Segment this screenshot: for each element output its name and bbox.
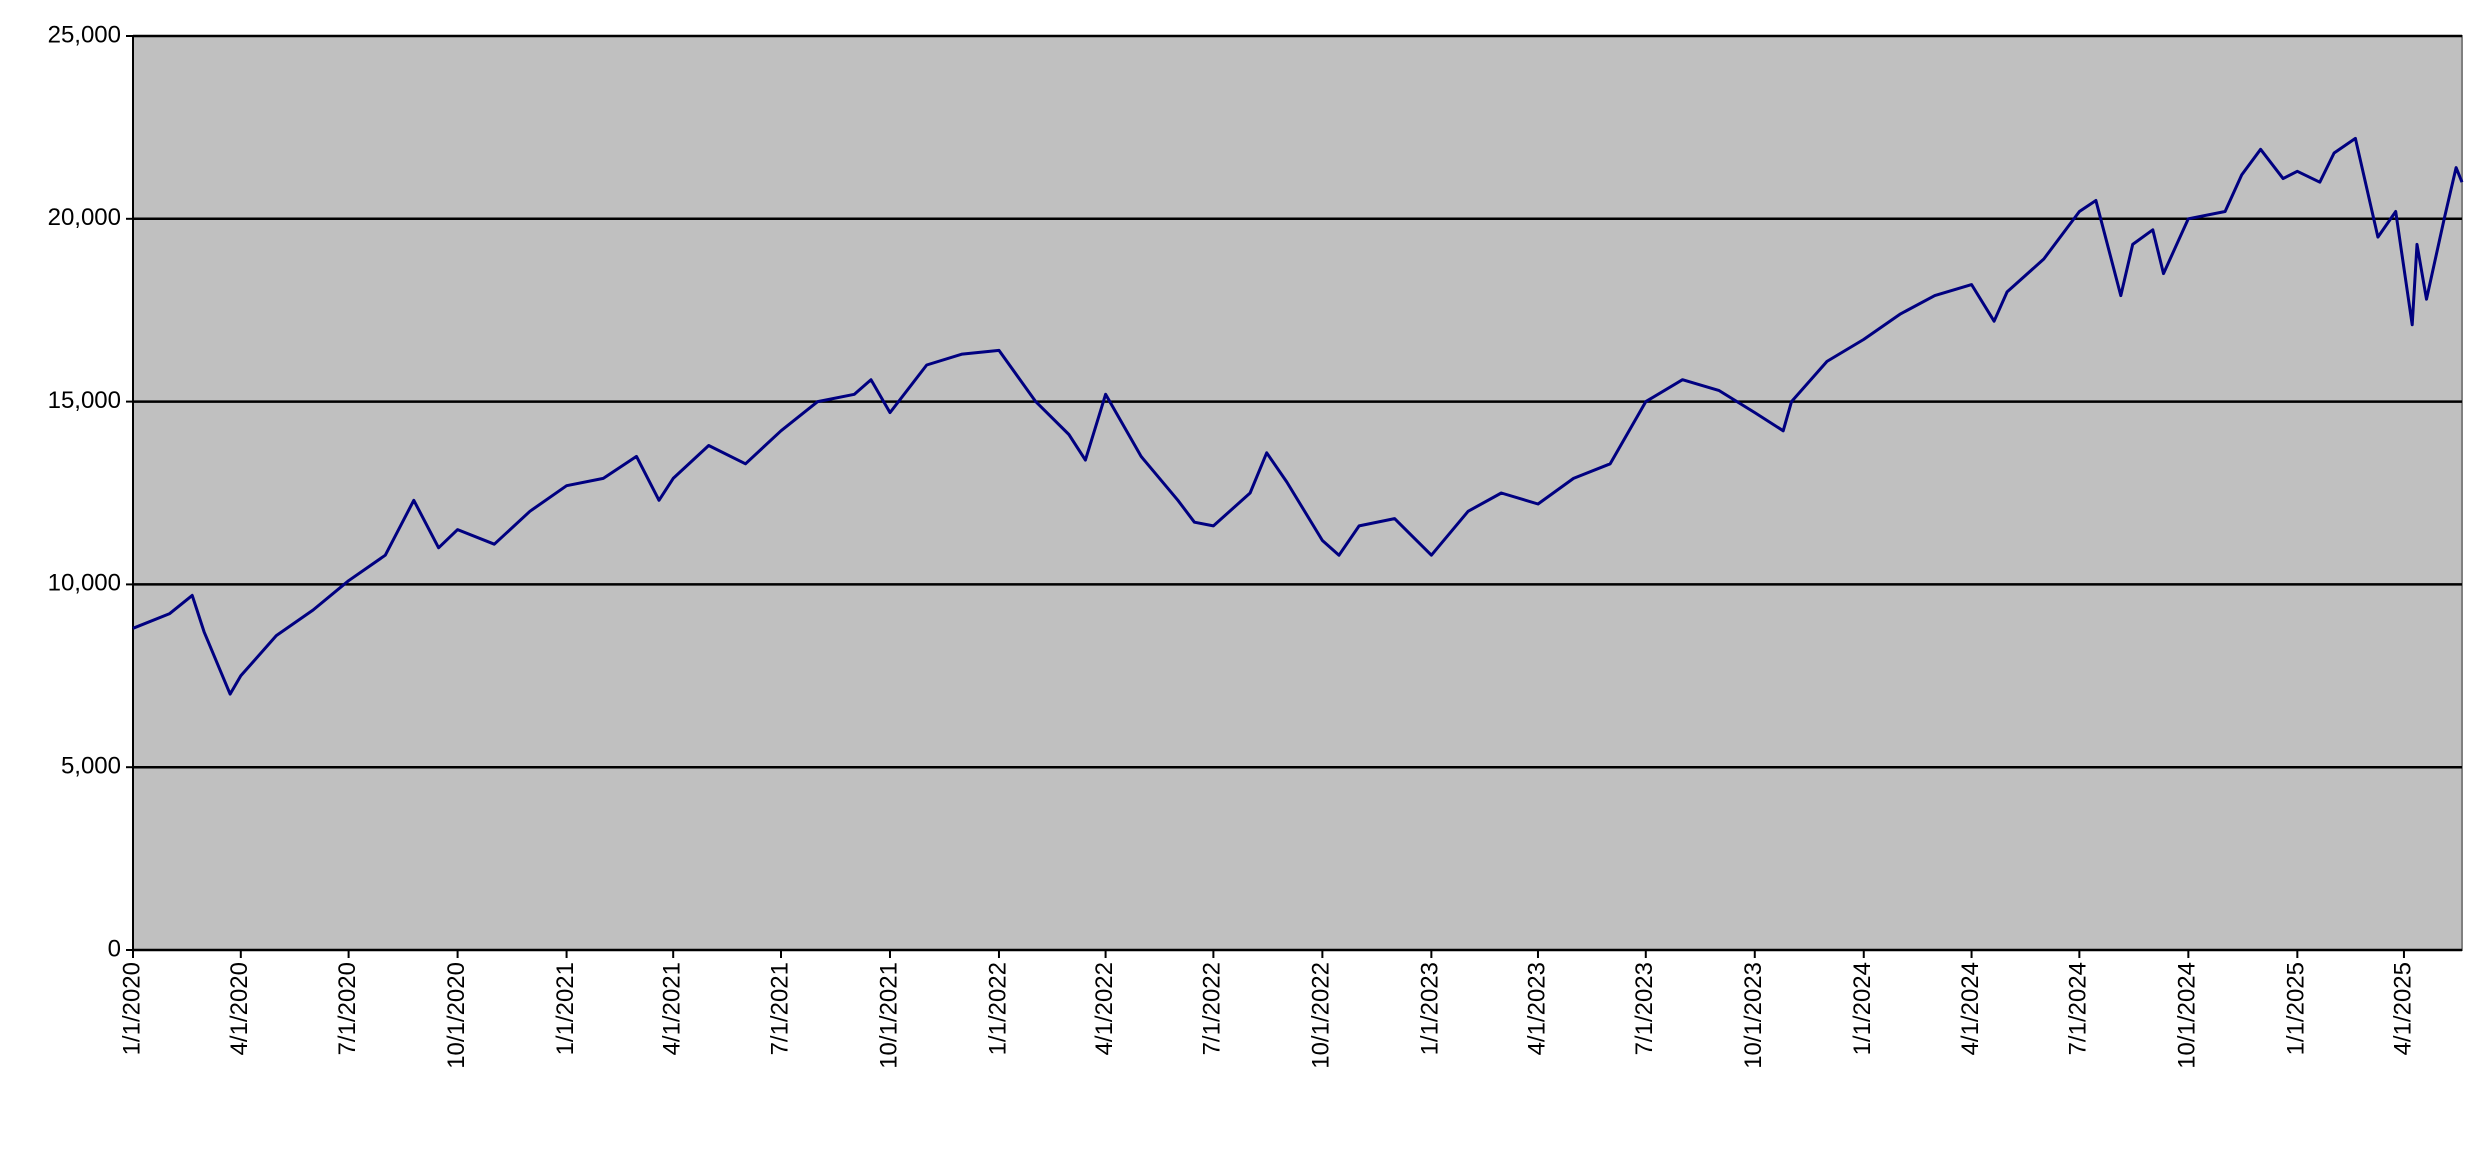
x-tick-label: 7/1/2020	[334, 962, 361, 1055]
x-tick-label: 7/1/2024	[2065, 962, 2092, 1055]
y-tick-label: 25,000	[48, 21, 121, 48]
x-tick-label: 10/1/2021	[875, 962, 902, 1069]
x-tick-label: 4/1/2021	[659, 962, 686, 1055]
x-tick-label: 10/1/2024	[2174, 962, 2201, 1069]
x-tick-label: 1/1/2020	[118, 962, 145, 1055]
x-tick-label: 4/1/2025	[2389, 962, 2416, 1055]
x-tick-label: 1/1/2021	[552, 962, 579, 1055]
x-tick-label: 7/1/2021	[766, 962, 793, 1055]
x-tick-label: 1/1/2025	[2283, 962, 2310, 1055]
x-tick-label: 1/1/2023	[1417, 962, 1444, 1055]
x-tick-label: 4/1/2024	[1957, 962, 1984, 1055]
y-tick-label: 20,000	[48, 204, 121, 231]
y-tick-label: 15,000	[48, 387, 121, 414]
y-tick-label: 10,000	[48, 570, 121, 597]
data-line	[132, 136, 2464, 696]
y-tick-label: 5,000	[61, 753, 121, 780]
x-tick-label: 4/1/2022	[1091, 962, 1118, 1055]
x-tick-label: 1/1/2022	[984, 962, 1011, 1055]
x-tick-label: 10/1/2022	[1308, 962, 1335, 1069]
y-tick-label: 0	[108, 935, 121, 962]
plot-area	[132, 35, 2463, 951]
x-tick-label: 10/1/2020	[443, 962, 470, 1069]
x-tick-label: 1/1/2024	[1849, 962, 1876, 1055]
x-tick-label: 4/1/2020	[226, 962, 253, 1055]
x-tick-label: 7/1/2023	[1631, 962, 1658, 1055]
x-tick-label: 4/1/2023	[1523, 962, 1550, 1055]
x-tick-label: 10/1/2023	[1740, 962, 1767, 1069]
x-tick-label: 7/1/2022	[1199, 962, 1226, 1055]
